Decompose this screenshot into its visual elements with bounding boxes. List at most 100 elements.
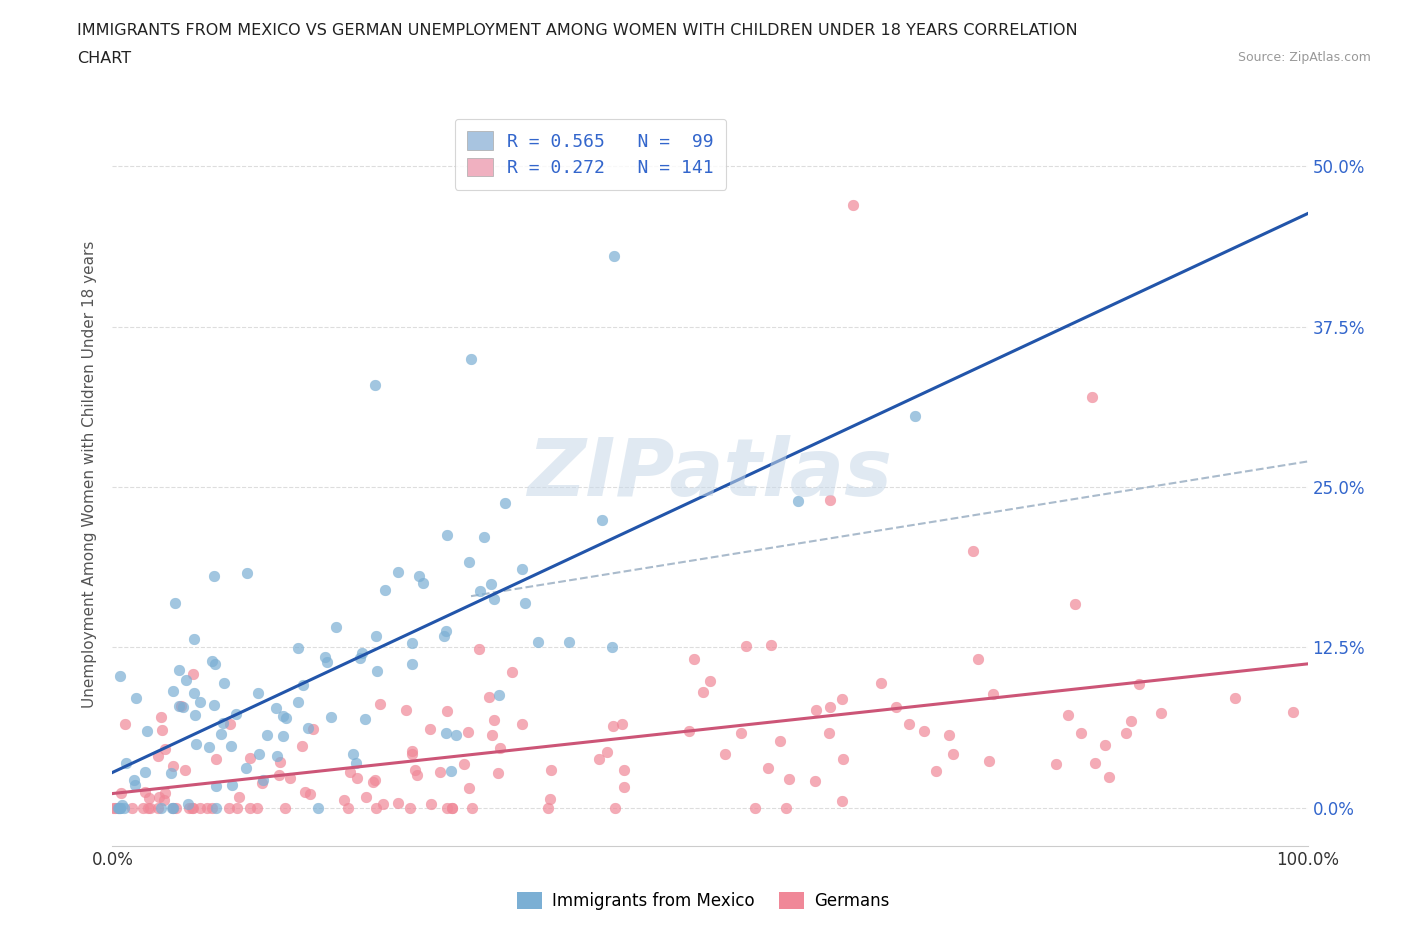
Point bbox=[174, 673, 197, 688]
Point bbox=[138, 790, 160, 805]
Point bbox=[153, 786, 176, 801]
Point bbox=[453, 757, 475, 772]
Point bbox=[1057, 708, 1080, 723]
Point bbox=[124, 777, 146, 792]
Point bbox=[744, 801, 766, 816]
Point bbox=[1121, 713, 1143, 728]
Point bbox=[101, 801, 124, 816]
Point bbox=[287, 695, 309, 710]
Point bbox=[110, 801, 132, 816]
Point bbox=[510, 716, 533, 731]
Point bbox=[361, 775, 384, 790]
Point bbox=[212, 716, 235, 731]
Point bbox=[678, 724, 700, 738]
Point bbox=[132, 801, 155, 816]
Point bbox=[114, 756, 136, 771]
Point bbox=[354, 711, 377, 726]
Point bbox=[479, 577, 502, 591]
Point bbox=[350, 645, 373, 660]
Point bbox=[219, 739, 242, 754]
Point bbox=[1045, 757, 1067, 772]
Point bbox=[150, 723, 173, 737]
Point bbox=[162, 759, 184, 774]
Point bbox=[291, 738, 314, 753]
Point bbox=[538, 791, 561, 806]
Point bbox=[441, 801, 464, 816]
Point bbox=[273, 709, 295, 724]
Point bbox=[108, 801, 131, 816]
Point bbox=[494, 496, 516, 511]
Point bbox=[434, 624, 457, 639]
Point bbox=[489, 741, 512, 756]
Point bbox=[219, 716, 242, 731]
Point bbox=[458, 554, 481, 569]
Point bbox=[1115, 725, 1137, 740]
Point bbox=[387, 565, 409, 579]
Point bbox=[364, 377, 387, 392]
Point bbox=[775, 801, 797, 816]
Point bbox=[444, 728, 467, 743]
Point bbox=[202, 698, 225, 712]
Point bbox=[204, 801, 226, 816]
Point bbox=[912, 724, 935, 738]
Point bbox=[817, 725, 839, 740]
Point bbox=[172, 699, 194, 714]
Point bbox=[478, 689, 501, 704]
Point bbox=[419, 797, 441, 812]
Point bbox=[501, 664, 523, 679]
Point bbox=[786, 494, 808, 509]
Point bbox=[401, 656, 423, 671]
Point bbox=[842, 197, 865, 212]
Point bbox=[613, 780, 636, 795]
Point bbox=[278, 771, 301, 786]
Point bbox=[486, 766, 509, 781]
Point bbox=[170, 698, 193, 713]
Point bbox=[173, 763, 195, 777]
Point bbox=[201, 801, 224, 816]
Point bbox=[225, 707, 247, 722]
Y-axis label: Unemployment Among Women with Children Under 18 years: Unemployment Among Women with Children U… bbox=[82, 241, 97, 708]
Point bbox=[374, 582, 396, 597]
Point bbox=[344, 756, 367, 771]
Point bbox=[134, 785, 156, 800]
Point bbox=[537, 801, 560, 816]
Point bbox=[730, 726, 752, 741]
Point bbox=[1094, 737, 1116, 752]
Point bbox=[603, 801, 626, 816]
Point bbox=[419, 722, 441, 737]
Point bbox=[924, 764, 946, 778]
Point bbox=[904, 408, 927, 423]
Point bbox=[184, 708, 207, 723]
Point bbox=[256, 728, 278, 743]
Point bbox=[818, 493, 841, 508]
Point bbox=[406, 767, 429, 782]
Point bbox=[461, 801, 484, 816]
Point bbox=[591, 513, 613, 528]
Point bbox=[434, 725, 457, 740]
Point bbox=[195, 801, 218, 816]
Point bbox=[371, 797, 394, 812]
Point bbox=[250, 776, 273, 790]
Point bbox=[436, 704, 458, 719]
Point bbox=[188, 695, 211, 710]
Point bbox=[153, 741, 176, 756]
Point bbox=[339, 764, 361, 779]
Point bbox=[107, 801, 129, 816]
Point bbox=[205, 751, 228, 766]
Point bbox=[104, 801, 127, 816]
Point bbox=[269, 755, 291, 770]
Point bbox=[832, 751, 855, 766]
Point bbox=[831, 691, 853, 706]
Point bbox=[134, 764, 156, 779]
Point bbox=[209, 726, 232, 741]
Legend: R = 0.565   N =  99, R = 0.272   N = 141: R = 0.565 N = 99, R = 0.272 N = 141 bbox=[454, 119, 727, 190]
Point bbox=[252, 772, 274, 787]
Point bbox=[294, 785, 316, 800]
Point bbox=[235, 761, 257, 776]
Point bbox=[412, 575, 434, 590]
Point bbox=[274, 801, 297, 816]
Point bbox=[299, 787, 322, 802]
Point bbox=[869, 675, 891, 690]
Point bbox=[266, 749, 288, 764]
Point bbox=[239, 751, 262, 765]
